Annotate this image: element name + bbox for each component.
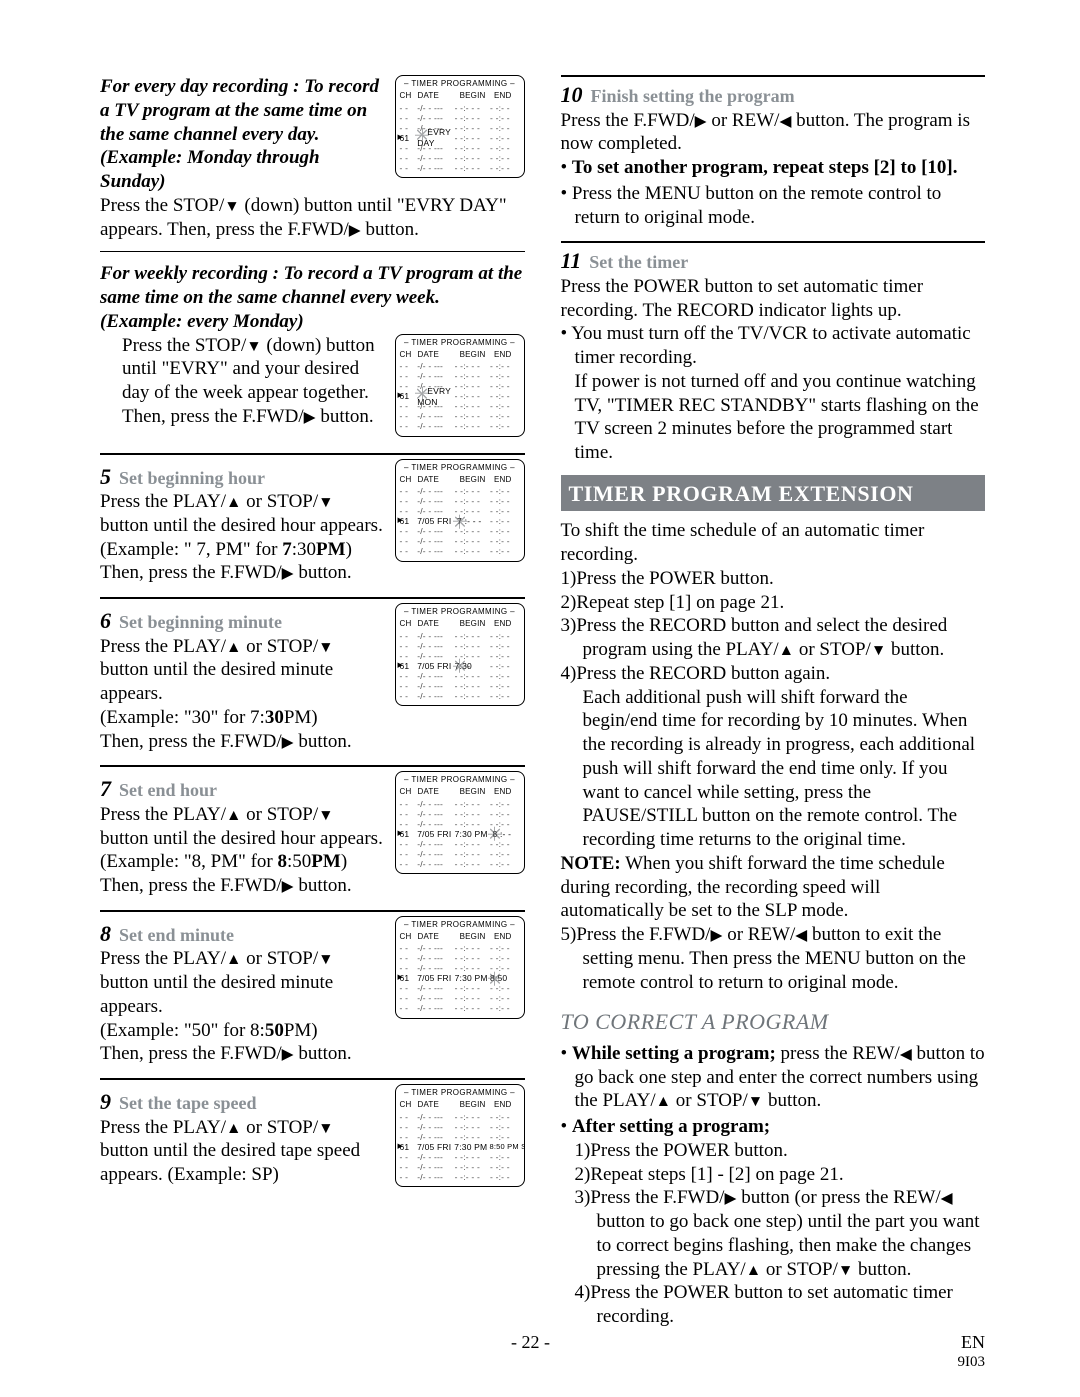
ext-intro: To shift the time schedule of an automat… bbox=[561, 519, 986, 567]
down-arrow-icon: ▼ bbox=[224, 198, 239, 215]
step-8: – TIMER PROGRAMMING – CHDATEBEGINEND - -… bbox=[100, 916, 525, 1066]
down-arrow-icon: ▼ bbox=[246, 338, 261, 355]
right-column: 10Finish setting the program Press the F… bbox=[561, 75, 986, 1331]
ext-step-4-body: Each additional push will shift forward … bbox=[561, 686, 986, 852]
ext-step-1: 1)Press the POWER button. bbox=[561, 567, 986, 591]
corr-step-2: 2)Repeat steps [1] - [2] on page 21. bbox=[575, 1163, 986, 1187]
step-9: – TIMER PROGRAMMING – CHDATEBEGINEND - -… bbox=[100, 1084, 525, 1191]
step-11-bullets: You must turn off the TV/VCR to activate… bbox=[561, 322, 986, 465]
step-title: Set beginning hour bbox=[119, 467, 265, 490]
down-arrow-icon: ▼ bbox=[318, 494, 333, 511]
up-arrow-icon: ▲ bbox=[226, 494, 241, 511]
footer-docid: 9I03 bbox=[958, 1353, 986, 1372]
page-number: - 22 - bbox=[511, 1331, 550, 1354]
bullet-item: To set another program, repeat steps [2]… bbox=[561, 156, 986, 180]
ext-step-3: 3)Press the RECORD button and select the… bbox=[561, 614, 986, 662]
ext-note: NOTE: When you shift forward the time sc… bbox=[561, 852, 986, 923]
section-title-extension: TIMER PROGRAM EXTENSION bbox=[561, 475, 986, 512]
ext-step-4: 4)Press the RECORD button again. bbox=[561, 662, 986, 686]
left-column: – TIMER PROGRAMMING – CH DATE BEGIN END … bbox=[100, 75, 525, 1331]
page-footer: - 22 - EN 9I03 bbox=[100, 1331, 985, 1354]
osd-step5: – TIMER PROGRAMMING – CHDATEBEGINEND - -… bbox=[395, 459, 525, 562]
osd-header: CH DATE BEGIN END bbox=[400, 91, 520, 101]
right-arrow-icon: ▶ bbox=[304, 409, 316, 426]
corr-step-4: 4)Press the POWER button to set automati… bbox=[575, 1281, 986, 1329]
bullet-item: While setting a program; press the REW/◀… bbox=[561, 1042, 986, 1113]
corr-step-3: 3)Press the F.FWD/▶ button (or press the… bbox=[575, 1186, 986, 1281]
footer-lang: EN bbox=[961, 1331, 985, 1354]
step-6: – TIMER PROGRAMMING – CHDATEBEGINEND - -… bbox=[100, 603, 525, 753]
osd-weekly: – TIMER PROGRAMMING – CHDATEBEGINEND - -… bbox=[395, 334, 525, 437]
right-arrow-icon: ▶ bbox=[282, 565, 294, 582]
step-11: 11Set the timer bbox=[561, 247, 986, 275]
divider bbox=[100, 251, 525, 252]
osd-step9: – TIMER PROGRAMMING – CHDATEBEGINEND - -… bbox=[395, 1084, 525, 1187]
osd-title: – TIMER PROGRAMMING – bbox=[400, 79, 520, 89]
right-arrow-icon: ▶ bbox=[349, 222, 361, 239]
weekly-intro: For weekly recording : To record a TV pr… bbox=[100, 262, 525, 333]
step-divider bbox=[100, 453, 525, 455]
step-11-body: Press the POWER button to set automatic … bbox=[561, 275, 986, 323]
bullet-item: Press the MENU button on the remote cont… bbox=[561, 182, 986, 230]
correct-bullets: While setting a program; press the REW/◀… bbox=[561, 1042, 986, 1329]
bullet-item: After setting a program; 1)Press the POW… bbox=[561, 1115, 986, 1329]
step-10-bullets: To set another program, repeat steps [2]… bbox=[561, 156, 986, 229]
ext-step-5: 5)Press the F.FWD/▶ or REW/◀ button to e… bbox=[561, 923, 986, 994]
section-title-correct: TO CORRECT A PROGRAM bbox=[561, 1008, 986, 1036]
osd-step6: – TIMER PROGRAMMING – CHDATEBEGINEND - -… bbox=[395, 603, 525, 706]
right-arrow-icon: ▶ bbox=[695, 113, 707, 130]
step-10-body: Press the F.FWD/▶ or REW/◀ button. The p… bbox=[561, 109, 986, 157]
osd-step8: – TIMER PROGRAMMING – CHDATEBEGINEND - -… bbox=[395, 916, 525, 1019]
left-arrow-icon: ◀ bbox=[779, 113, 791, 130]
step-number: 5 bbox=[100, 463, 111, 491]
daily-body: Press the STOP/▼ (down) button until "EV… bbox=[100, 194, 525, 242]
weekly-block: – TIMER PROGRAMMING – CHDATEBEGINEND - -… bbox=[100, 334, 525, 441]
osd-daily: – TIMER PROGRAMMING – CH DATE BEGIN END … bbox=[395, 75, 525, 178]
step-5: – TIMER PROGRAMMING – CHDATEBEGINEND - -… bbox=[100, 459, 525, 586]
step-10: 10Finish setting the program bbox=[561, 81, 986, 109]
corr-step-1: 1)Press the POWER button. bbox=[575, 1139, 986, 1163]
step-7: – TIMER PROGRAMMING – CHDATEBEGINEND - -… bbox=[100, 771, 525, 898]
bullet-item: You must turn off the TV/VCR to activate… bbox=[561, 322, 986, 465]
daily-block: – TIMER PROGRAMMING – CH DATE BEGIN END … bbox=[100, 75, 525, 241]
osd-step7: – TIMER PROGRAMMING – CHDATEBEGINEND - -… bbox=[395, 771, 525, 874]
ext-step-2: 2)Repeat step [1] on page 21. bbox=[561, 591, 986, 615]
ext-steps: 1)Press the POWER button. 2)Repeat step … bbox=[561, 567, 986, 852]
